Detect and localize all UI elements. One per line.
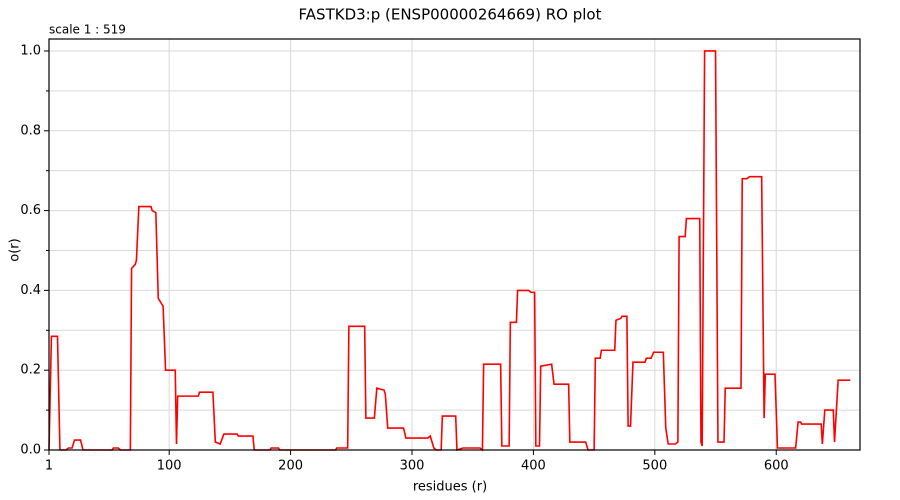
x-axis-label: residues (r) xyxy=(413,480,487,495)
x-tick-label: 500 xyxy=(642,459,667,474)
data-line xyxy=(48,50,851,452)
x-tick-label: 300 xyxy=(400,459,425,474)
y-tick-label: 0.8 xyxy=(20,123,41,138)
x-tick-label: 600 xyxy=(764,459,789,474)
y-tick-label: 1.0 xyxy=(20,43,41,58)
x-tick-label: 100 xyxy=(157,459,182,474)
x-tick-label: 1 xyxy=(45,459,53,474)
x-tick-label: 400 xyxy=(521,459,546,474)
y-tick-label: 0.2 xyxy=(20,363,41,378)
y-axis-label: o(r) xyxy=(8,238,23,261)
x-tick-label: 200 xyxy=(278,459,303,474)
scale-annotation: scale 1 : 519 xyxy=(49,23,126,37)
y-tick-label: 0.4 xyxy=(20,283,41,298)
y-tick-label: 0.6 xyxy=(20,203,41,218)
y-tick-label: 0.0 xyxy=(20,443,41,458)
chart-title: FASTKD3:p (ENSP00000264669) RO plot xyxy=(299,6,602,24)
plot-frame xyxy=(48,38,861,451)
